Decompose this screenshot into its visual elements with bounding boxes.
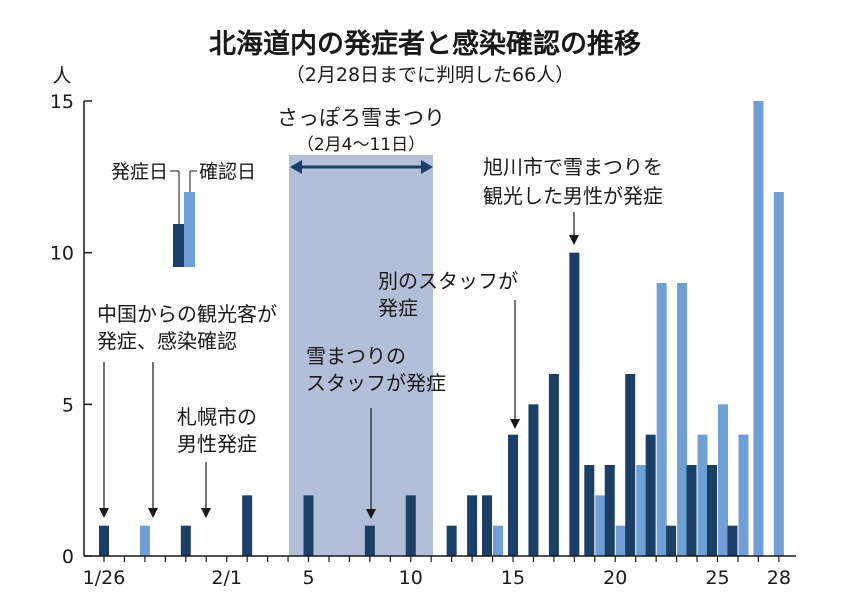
bar-confirmed-2/19 <box>595 495 606 556</box>
snow-festival-band <box>289 155 433 556</box>
bar-onset-2/5 <box>303 495 314 556</box>
y-axis-unit-label: 人 <box>52 65 71 87</box>
svg-text:スタッフが発症: スタッフが発症 <box>306 371 446 395</box>
snow-festival-arrow <box>290 160 433 174</box>
legend-swatch-onset <box>173 224 184 267</box>
bar-onset-2/12 <box>446 525 457 556</box>
svg-text:男性発症: 男性発症 <box>177 432 257 456</box>
bar-confirmed-2/24 <box>697 434 708 556</box>
bar-onset-2/24 <box>686 465 697 556</box>
bar-confirmed-2/27 <box>753 101 764 556</box>
annotation-arrows <box>99 212 579 519</box>
bar-onset-2/22 <box>645 434 656 556</box>
bar-onset-2/18 <box>569 252 580 556</box>
svg-text:旭川市で雪まつりを: 旭川市で雪まつりを <box>483 155 663 179</box>
bar-onset-2/19 <box>584 465 595 556</box>
bar-confirmed-2/25 <box>718 404 728 556</box>
bar-confirmed-2/21 <box>636 465 647 556</box>
annotation-another-staff: 別のスタッフが 発症 <box>378 269 518 320</box>
chart-title: 北海道内の発症者と感染確認の推移 <box>209 28 641 60</box>
svg-text:雪まつりの: 雪まつりの <box>306 344 406 368</box>
bar-confirmed-2/26 <box>738 434 749 556</box>
bar-onset-2/21 <box>625 374 636 556</box>
bar-onset-2/17 <box>548 374 559 556</box>
bar-onset-2/20 <box>604 465 615 556</box>
annotation-sapporo-man: 札幌市の 男性発症 <box>177 405 257 456</box>
x-tick-label-25: 25 <box>705 567 729 589</box>
bar-confirmed-2/22 <box>656 283 667 556</box>
y-tick-label-0: 0 <box>62 546 74 568</box>
bar-onset-1/26 <box>99 525 109 556</box>
annotation-asahikawa-man: 旭川市で雪まつりを 観光した男性が発症 <box>483 155 663 208</box>
bar-confirmed-2/20 <box>615 525 626 556</box>
bar-onset-2/13 <box>467 495 478 556</box>
x-tick-label-10: 10 <box>399 567 423 589</box>
y-tick-label-15: 15 <box>50 91 74 113</box>
bar-confirmed-2/23 <box>677 283 688 556</box>
bar-confirmed-1/28 <box>139 525 150 556</box>
svg-text:発症: 発症 <box>378 296 418 320</box>
bar-onset-2/25 <box>707 465 717 556</box>
x-tick-label-15: 15 <box>501 567 525 589</box>
svg-text:中国からの観光客が: 中国からの観光客が <box>97 302 277 326</box>
chart-subtitle: （2月28日までに判明した66人） <box>286 64 574 86</box>
y-tick-label-10: 10 <box>50 243 74 265</box>
snow-festival-label: さっぽろ雪まつり <box>277 106 445 130</box>
svg-text:発症、感染確認: 発症、感染確認 <box>97 329 237 353</box>
x-tick-label-1-26: 1/26 <box>83 567 126 589</box>
svg-text:観光した男性が発症: 観光した男性が発症 <box>483 184 663 208</box>
annotation-festival-staff: 雪まつりの スタッフが発症 <box>306 344 446 395</box>
x-tick-label-20: 20 <box>603 567 627 589</box>
bar-onset-1/30 <box>180 525 191 556</box>
svg-text:別のスタッフが: 別のスタッフが <box>378 269 518 293</box>
bar-onset-2/14 <box>482 495 493 556</box>
legend-label-onset: 発症日 <box>111 161 168 183</box>
bar-onset-2/16 <box>528 404 539 556</box>
x-tick-label-28: 28 <box>767 567 791 589</box>
bar-confirmed-2/28 <box>773 192 784 556</box>
x-tick-label-2-1: 2/1 <box>211 567 242 589</box>
legend-label-confirmed: 確認日 <box>199 161 256 183</box>
bar-onset-2/8 <box>364 525 375 556</box>
bar-confirmed-2/14 <box>493 525 504 556</box>
bar-onset-2/2 <box>242 495 253 556</box>
legend: 発症日 確認日 <box>111 161 256 267</box>
bar-onset-2/23 <box>666 525 677 556</box>
legend-swatch-confirmed <box>184 192 195 267</box>
svg-text:札幌市の: 札幌市の <box>177 405 257 429</box>
bar-onset-2/10 <box>405 495 416 556</box>
axes-layer: 0 5 10 15 1/26 2/1 5 10 15 20 25 28 <box>50 91 796 589</box>
bars-layer <box>99 101 784 556</box>
snow-festival-period: （2月4～11日） <box>297 135 425 155</box>
bar-onset-2/15 <box>508 434 518 556</box>
bar-onset-2/26 <box>727 525 738 556</box>
y-tick-label-5: 5 <box>62 394 74 416</box>
annotation-chinese-tourist: 中国からの観光客が 発症、感染確認 <box>97 302 277 353</box>
x-tick-label-5: 5 <box>302 567 314 589</box>
